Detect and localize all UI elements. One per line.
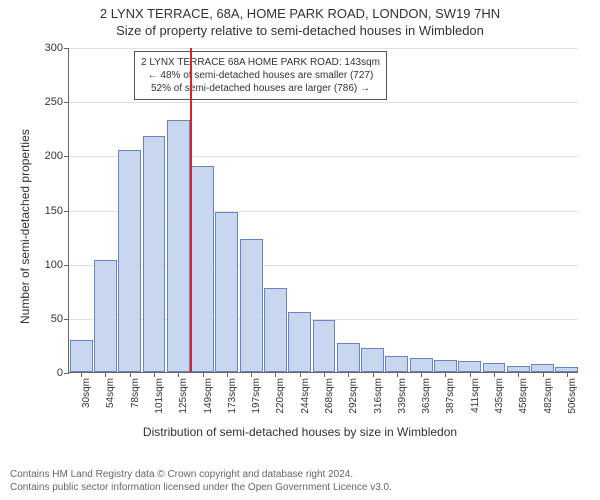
histogram-bar	[337, 343, 360, 372]
histogram-bar	[143, 136, 166, 372]
title-sub: Size of property relative to semi-detach…	[0, 23, 600, 38]
reference-line	[190, 48, 192, 372]
histogram-bar	[483, 363, 506, 372]
x-tick-label: 363sqm	[421, 378, 432, 414]
x-tick-mark	[300, 372, 301, 377]
chart-container: { "title": "2 LYNX TERRACE, 68A, HOME PA…	[0, 0, 600, 500]
x-tick-label: 149sqm	[203, 378, 214, 414]
histogram-bar	[434, 360, 457, 372]
grid-line	[69, 48, 578, 49]
x-tick-mark	[348, 372, 349, 377]
histogram-bar	[240, 239, 263, 372]
x-tick-mark	[421, 372, 422, 377]
x-tick-mark	[397, 372, 398, 377]
x-tick-label: 220sqm	[275, 378, 286, 414]
title-main: 2 LYNX TERRACE, 68A, HOME PARK ROAD, LON…	[0, 6, 600, 21]
x-tick-mark	[130, 372, 131, 377]
x-tick-mark	[275, 372, 276, 377]
x-tick-mark	[251, 372, 252, 377]
histogram-bar	[458, 361, 481, 372]
histogram-bar	[531, 364, 554, 372]
x-tick-mark	[154, 372, 155, 377]
histogram-bar	[215, 212, 238, 372]
x-tick-label: 292sqm	[348, 378, 359, 414]
footer-line-1: Contains HM Land Registry data © Crown c…	[10, 468, 392, 481]
annotation-line: 2 LYNX TERRACE 68A HOME PARK ROAD: 143sq…	[141, 56, 380, 69]
y-tick-label: 0	[57, 367, 69, 379]
histogram-bar	[361, 348, 384, 372]
histogram-bar	[167, 120, 190, 372]
histogram-bar	[118, 150, 141, 372]
plot-area: 2 LYNX TERRACE 68A HOME PARK ROAD: 143sq…	[68, 48, 578, 373]
x-tick-label: 197sqm	[251, 378, 262, 414]
grid-line	[69, 102, 578, 103]
x-tick-label: 78sqm	[130, 378, 141, 408]
y-axis-label: Number of semi-detached properties	[18, 129, 32, 324]
x-tick-label: 244sqm	[300, 378, 311, 414]
x-tick-mark	[494, 372, 495, 377]
x-tick-label: 387sqm	[445, 378, 456, 414]
y-tick-label: 100	[45, 259, 69, 271]
annotation-line: 52% of semi-detached houses are larger (…	[141, 82, 380, 95]
x-tick-mark	[227, 372, 228, 377]
x-axis-label: Distribution of semi-detached houses by …	[0, 425, 600, 439]
x-tick-label: 411sqm	[470, 378, 481, 413]
x-tick-label: 316sqm	[373, 378, 384, 414]
histogram-bar	[191, 166, 214, 372]
x-tick-label: 125sqm	[178, 378, 189, 414]
histogram-bar	[264, 288, 287, 373]
x-tick-mark	[470, 372, 471, 377]
x-tick-mark	[445, 372, 446, 377]
x-tick-label: 458sqm	[518, 378, 529, 414]
x-tick-mark	[518, 372, 519, 377]
x-tick-label: 435sqm	[494, 378, 505, 414]
x-tick-mark	[81, 372, 82, 377]
footer: Contains HM Land Registry data © Crown c…	[10, 468, 392, 494]
x-tick-mark	[203, 372, 204, 377]
x-tick-label: 54sqm	[105, 378, 116, 408]
y-tick-label: 200	[45, 150, 69, 162]
x-tick-label: 268sqm	[324, 378, 335, 414]
x-tick-label: 173sqm	[227, 378, 238, 414]
histogram-bar	[385, 356, 408, 372]
title-block: 2 LYNX TERRACE, 68A, HOME PARK ROAD, LON…	[0, 0, 600, 38]
y-tick-label: 300	[45, 42, 69, 54]
histogram-bar	[288, 312, 311, 372]
footer-line-2: Contains public sector information licen…	[10, 481, 392, 494]
x-tick-mark	[373, 372, 374, 377]
x-tick-mark	[324, 372, 325, 377]
x-tick-mark	[105, 372, 106, 377]
y-tick-label: 50	[51, 313, 69, 325]
x-tick-mark	[543, 372, 544, 377]
y-tick-label: 250	[45, 96, 69, 108]
histogram-bar	[94, 260, 117, 372]
x-tick-mark	[178, 372, 179, 377]
histogram-bar	[410, 358, 433, 372]
annotation-line: ← 48% of semi-detached houses are smalle…	[141, 69, 380, 82]
annotation-box: 2 LYNX TERRACE 68A HOME PARK ROAD: 143sq…	[134, 51, 387, 100]
y-tick-label: 150	[45, 205, 69, 217]
histogram-bar	[313, 320, 336, 372]
x-tick-label: 482sqm	[543, 378, 554, 414]
x-tick-label: 30sqm	[81, 378, 92, 408]
x-tick-mark	[567, 372, 568, 377]
x-tick-label: 101sqm	[154, 378, 165, 414]
histogram-bar	[70, 340, 93, 373]
x-tick-label: 506sqm	[567, 378, 578, 414]
x-tick-label: 339sqm	[397, 378, 408, 414]
